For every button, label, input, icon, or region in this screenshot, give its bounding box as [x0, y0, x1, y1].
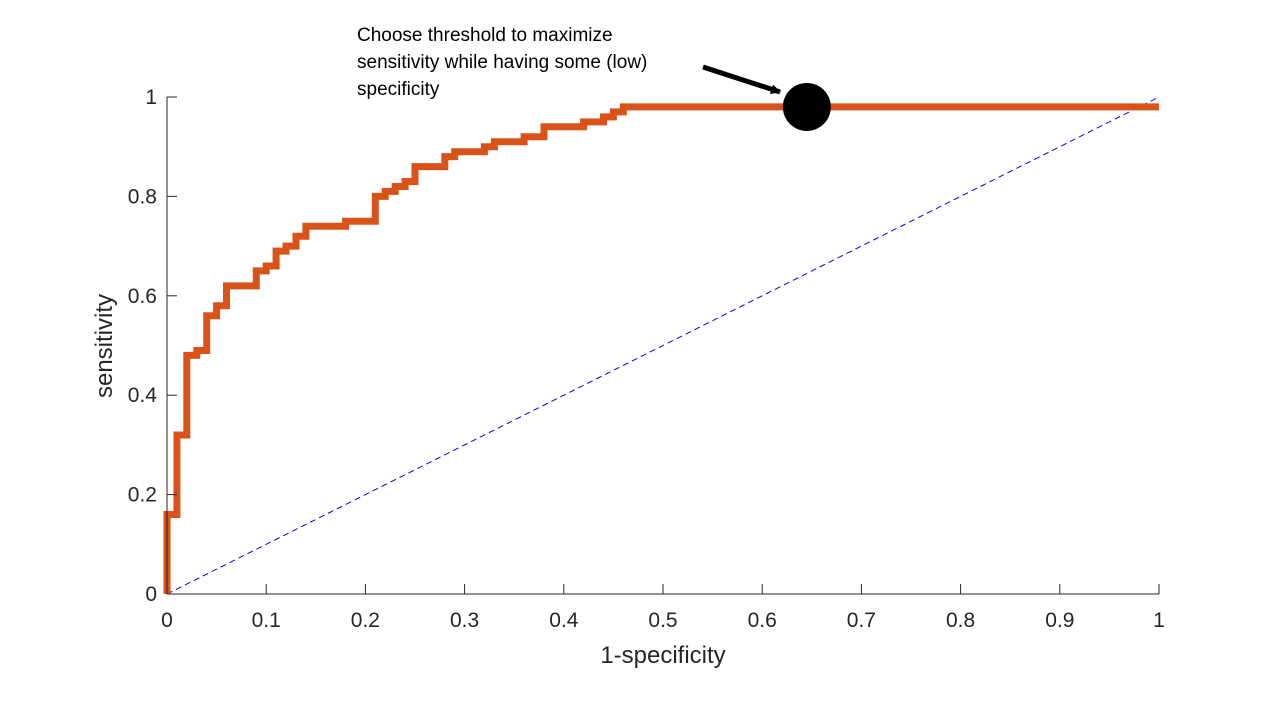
- x-tick-label: 0.3: [450, 609, 479, 632]
- x-tick-label: 0.2: [351, 609, 380, 632]
- x-tick-label: 0.7: [847, 609, 876, 632]
- y-axis-label: sensitivity: [91, 294, 118, 398]
- y-tick-label: 0.2: [128, 484, 157, 507]
- annotation-line: Choose threshold to maximize: [357, 25, 613, 46]
- x-tick-label: 0.1: [252, 609, 281, 632]
- x-tick-label: 0.5: [648, 609, 677, 632]
- x-tick-label: 0.8: [946, 609, 975, 632]
- y-tick-label: 0.4: [128, 384, 158, 407]
- annotation-arrow: [702, 64, 781, 95]
- x-tick-label: 1: [1153, 609, 1165, 632]
- y-tick-label: 1: [145, 86, 157, 109]
- x-tick-label: 0.9: [1045, 609, 1074, 632]
- roc-curve: [163, 103, 1159, 594]
- x-tick-label: 0.6: [748, 609, 777, 632]
- reference-diagonal-line: [166, 96, 1160, 595]
- y-tick-label: 0.6: [128, 285, 157, 308]
- y-tick-label: 0: [145, 583, 157, 606]
- threshold-point: [782, 82, 831, 131]
- annotation-line: specificity: [357, 79, 440, 100]
- annotation-line: sensitivity while having some (low): [357, 52, 648, 73]
- x-tick-label: 0: [161, 609, 173, 632]
- axes: 0 0.1 0.2 0.3 0.4 0.5 0.6 0.7 0.8 0.9 1 0 0.2 0.4 0.6…: [91, 86, 1165, 669]
- annotation: Choose threshold to maximize sensitivity…: [357, 22, 717, 103]
- y-tick-label: 0.8: [128, 185, 157, 208]
- x-tick-label: 0.4: [549, 609, 579, 632]
- x-axis-label: 1-specificity: [600, 642, 725, 669]
